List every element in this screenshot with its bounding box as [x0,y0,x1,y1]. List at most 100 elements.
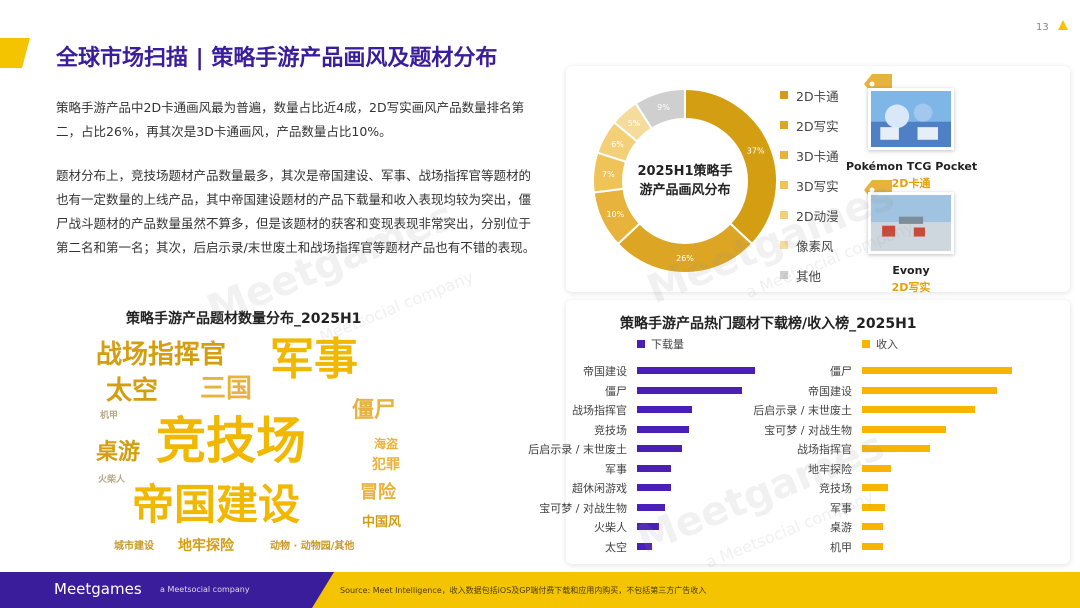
footer-company: a Meetsocial company [160,585,250,594]
ranking-bar-download [637,445,682,452]
intro-paragraph-style: 策略手游产品中2D卡通画风最为普遍，数量占比近4成，2D写实画风产品数量排名第二… [56,100,525,139]
evony-thumbnail [868,192,954,254]
ranking-label-revenue: 地牢探险 [808,462,852,476]
title-accent-bar [0,38,30,68]
ranking-bar-download [637,425,689,433]
ranking-label-download: 后启示录 / 末世废土 [528,443,627,456]
ranking-bar-revenue [862,445,930,452]
legend-download: 下载量 [637,336,684,352]
legend-swatch [780,121,788,129]
ranking-bar-revenue [862,542,883,550]
legend-item: 其他 [780,260,850,290]
game-example-pokemon: Pokémon TCG Pocket 2D卡通 [846,88,977,191]
footer-source-band [312,572,1080,608]
wordcloud-word: 中国风 [362,515,402,530]
ranking-label-download: 宝可梦 / 对战生物 [539,501,627,515]
legend-label: 3D写实 [796,178,839,194]
donut-value-label: 7% [602,170,615,179]
ranking-label-revenue: 战场指挥官 [797,443,852,456]
legend-label: 像素风 [796,238,834,254]
wordcloud-word: 城市建设 [114,541,154,552]
ranking-label-download: 战场指挥官 [572,404,627,417]
ranking-label-download: 超休闲游戏 [572,482,627,495]
wordcloud-word: 动物 · 动物园/其他 [270,541,355,552]
legend-item: 像素风 [780,230,850,260]
legend-swatch [780,151,788,159]
ranking-bar-revenue [862,386,997,394]
page-title: 全球市场扫描 | 策略手游产品画风及题材分布 [56,46,498,71]
donut-value-label: 37% [747,146,765,155]
ranking-bar-download [637,523,660,530]
donut-value-label: 10% [606,210,624,219]
wordcloud-word: 火柴人 [98,475,126,485]
legend-swatch [780,91,788,99]
game-name: Evony [892,264,930,277]
legend-item: 3D卡通 [780,140,850,170]
ranking-title: 策略手游产品热门题材下载榜/收入榜_2025H1 [620,316,917,332]
footer-source: Source: Meet Intelligence，收入数据包括iOS及GP端付… [340,586,707,595]
ranking-label-download: 僵尸 [605,384,627,398]
donut-legend: 2D卡通 2D写实 3D卡通 3D写实 2D动漫 像素风 其他 [780,80,850,290]
legend-label: 2D动漫 [796,208,839,224]
ranking-bar-download [637,542,653,550]
wordcloud-word: 军事 [270,334,358,385]
ranking-label-revenue: 军事 [830,501,852,515]
ranking-bar-revenue [862,484,888,491]
intro-paragraph-theme: 题材分布上，竞技场题材产品数量最多，其次是帝国建设、军事、战场指挥官等题材的也有… [56,168,536,255]
wordcloud-word: 竞技场 [156,412,306,470]
ranking-bar-revenue [862,503,885,511]
ranking-bar-download [637,464,672,472]
wordcloud-word: 机甲 [100,411,119,421]
corner-accent-icon [1058,20,1068,30]
ranking-bar-download [637,406,693,413]
page-number: 13 [1036,22,1049,33]
donut-slice-1 [616,222,754,274]
ranking-label-revenue: 后启示录 / 末世废土 [753,404,852,417]
legend-swatch [780,241,788,249]
ranking-label-download: 帝国建设 [583,365,627,378]
wordcloud-word: 地牢探险 [178,538,234,554]
wordcloud-word: 战场指挥官 [96,340,227,370]
donut-slice-6 [634,87,686,131]
wordcloud-word: 犯罪 [372,457,400,473]
legend-label: 3D卡通 [796,148,839,164]
wordcloud-word: 帝国建设 [132,480,301,529]
legend-label: 2D写实 [796,118,839,134]
wordcloud-title: 策略手游产品题材数量分布_2025H1 [126,311,362,327]
legend-label: 下载量 [651,338,684,351]
game-style: 2D卡通 [891,177,931,190]
ranking-label-download: 竞技场 [594,423,627,437]
ranking-bar-revenue [862,464,891,472]
price-tag-icon [864,74,892,94]
ranking-bar-download [637,503,666,511]
ranking-label-revenue: 帝国建设 [808,384,852,398]
wordcloud-word: 冒险 [360,482,396,503]
ranking-bar-download [637,386,743,394]
legend-item: 3D写实 [780,170,850,200]
wordcloud-word: 桌游 [96,440,141,465]
legend-item: 2D动漫 [780,200,850,230]
ranking-label-download: 火柴人 [594,521,627,534]
legend-revenue: 收入 [862,336,898,352]
legend-swatch [780,181,788,189]
donut-value-label: 5% [628,119,641,128]
legend-swatch [862,340,870,348]
legend-item: 2D卡通 [780,80,850,110]
ranking-bar-download [637,484,672,491]
game-example-evony: Evony 2D写实 [846,192,976,295]
legend-swatch [637,340,645,348]
pokemon-tcg-thumbnail [868,88,954,150]
legend-swatch [780,211,788,219]
theme-wordcloud: 战场指挥官 军事 太空 三国 僵尸 桌游 竞技场 海盗 犯罪 帝国建设 冒险 中… [96,334,426,562]
ranking-bar-revenue [862,425,946,433]
ranking-label-revenue: 僵尸 [830,365,852,378]
ranking-label-revenue: 宝可梦 / 对战生物 [764,423,852,437]
donut-value-label: 9% [657,103,670,112]
legend-label: 收入 [876,338,898,351]
price-tag-icon [864,180,892,200]
ranking-bar-revenue [862,406,975,413]
legend-item: 2D写实 [780,110,850,140]
ranking-bar-revenue [862,523,883,530]
legend-label: 2D卡通 [796,88,839,104]
art-style-donut-chart: 37% 26% 10% 7% 6% 5% 9% [592,87,778,274]
